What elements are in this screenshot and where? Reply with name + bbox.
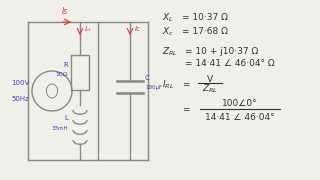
Text: V: V	[207, 75, 213, 84]
Text: Ic: Ic	[135, 26, 141, 32]
Text: = 14·41 ∠ 46·04° Ω: = 14·41 ∠ 46·04° Ω	[185, 60, 275, 69]
Text: $Z_{RL}$: $Z_{RL}$	[202, 83, 218, 95]
Text: 10Ω: 10Ω	[55, 73, 68, 78]
Text: =: =	[182, 80, 189, 89]
Text: $X_c$: $X_c$	[162, 26, 174, 38]
Text: = 10·37 Ω: = 10·37 Ω	[182, 14, 228, 22]
Bar	[71, 55, 89, 90]
Text: 33mH: 33mH	[52, 125, 68, 130]
Text: 50Hz: 50Hz	[11, 96, 29, 102]
Text: 100∠0°: 100∠0°	[222, 100, 258, 109]
Text: $X_L$: $X_L$	[162, 12, 174, 24]
Text: Is: Is	[62, 7, 68, 16]
Text: Iₑₗ: Iₑₗ	[85, 26, 91, 32]
Text: 14·41 ∠ 46·04°: 14·41 ∠ 46·04°	[205, 112, 275, 122]
Text: $I_{RL}$: $I_{RL}$	[162, 79, 174, 91]
Text: =: =	[182, 105, 189, 114]
Text: L: L	[64, 115, 68, 121]
Text: 180μF: 180μF	[145, 86, 162, 91]
Text: 100V: 100V	[11, 80, 29, 86]
Text: $Z_{RL}$: $Z_{RL}$	[162, 46, 178, 58]
Text: = 10 + j10·37 Ω: = 10 + j10·37 Ω	[185, 48, 258, 57]
Text: = 17·68 Ω: = 17·68 Ω	[182, 28, 228, 37]
Text: C: C	[145, 75, 150, 81]
Text: R: R	[63, 62, 68, 68]
